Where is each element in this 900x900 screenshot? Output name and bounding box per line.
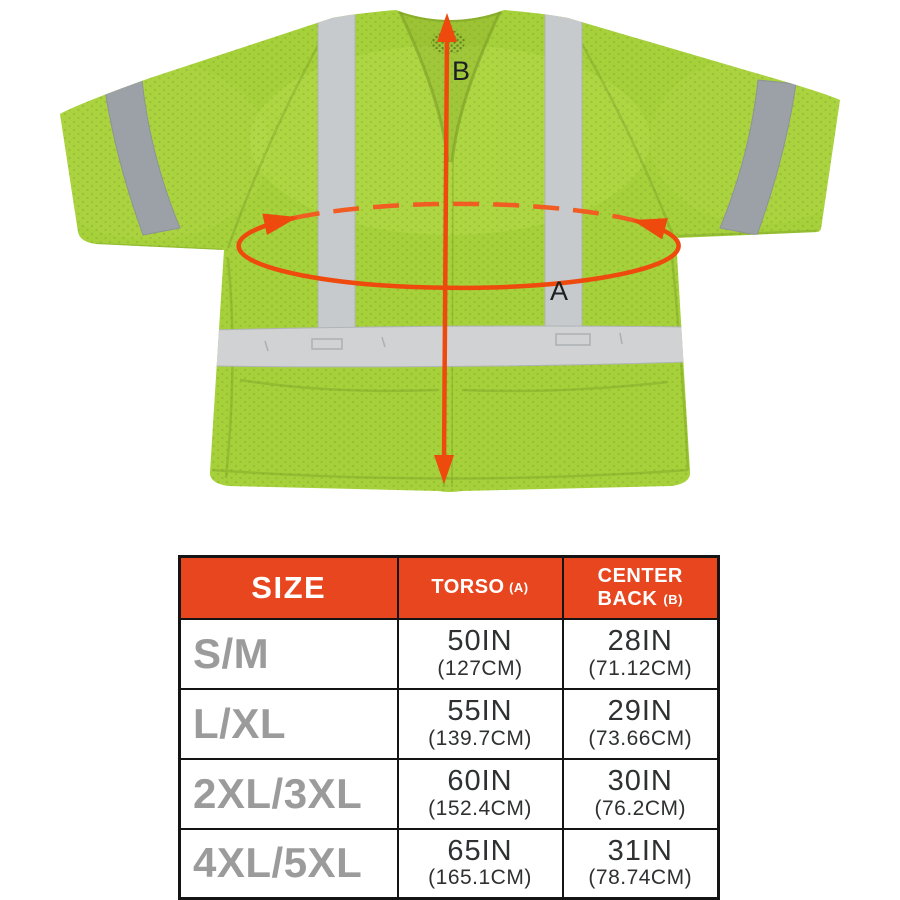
center-back-value: 31IN (78.74CM): [561, 827, 720, 900]
header-center-back: CENTER BACK (B): [561, 555, 720, 620]
torso-value: 55IN (139.7CM): [396, 687, 564, 760]
torso-ellipse-dashed-arc: [293, 201, 637, 224]
header-size: SIZE: [178, 555, 399, 620]
safety-vest-illustration: B A: [60, 10, 840, 492]
torso-value: 60IN (152.4CM): [396, 757, 564, 830]
torso-measure-ellipse: [236, 201, 681, 291]
table-row: 2XL/3XL 60IN (152.4CM) 30IN (76.2CM): [178, 757, 720, 830]
v-neck-shading: [400, 12, 500, 162]
torso-value: 50IN (127CM): [396, 617, 564, 690]
collar-seam: [397, 10, 503, 23]
size-chart-header-row: SIZE TORSO (A) CENTER BACK (B): [178, 555, 720, 620]
center-back-value: 28IN (71.12CM): [561, 617, 720, 690]
torso-arrowhead-left: [262, 213, 298, 235]
waistband-pocket-details: [264, 332, 623, 352]
measurement-annotations: B A: [236, 13, 681, 484]
table-row: 4XL/5XL 65IN (165.1CM) 31IN (78.74CM): [178, 827, 720, 900]
center-back-value: 30IN (76.2CM): [561, 757, 720, 830]
size-label: 2XL/3XL: [178, 757, 399, 830]
table-row: L/XL 55IN (139.7CM) 29IN (73.66CM): [178, 687, 720, 760]
torso-arrowhead-right: [632, 218, 668, 240]
sleeve-stripe-left: [103, 79, 181, 236]
center-back-value: 29IN (73.66CM): [561, 687, 720, 760]
label-torso-A: A: [550, 276, 568, 306]
size-label: S/M: [178, 617, 399, 690]
center-back-measure-arrow: [434, 13, 457, 484]
arrowhead-up: [437, 13, 457, 42]
size-chart-table: SIZE TORSO (A) CENTER BACK (B) S/M 50IN …: [178, 555, 720, 900]
vest-measurement-diagram: B A: [60, 10, 840, 492]
header-torso: TORSO (A): [396, 555, 564, 620]
reflective-stripes: [103, 10, 797, 368]
arrowhead-down: [434, 455, 454, 484]
vest-body: [60, 10, 840, 492]
size-label: L/XL: [178, 687, 399, 760]
label-center-back-B: B: [452, 56, 470, 86]
table-row: S/M 50IN (127CM) 28IN (71.12CM): [178, 617, 720, 690]
waist-stripe: [210, 325, 692, 368]
torso-ellipse-solid-arc: [236, 215, 681, 291]
size-label: 4XL/5XL: [178, 827, 399, 900]
torso-value: 65IN (165.1CM): [396, 827, 564, 900]
